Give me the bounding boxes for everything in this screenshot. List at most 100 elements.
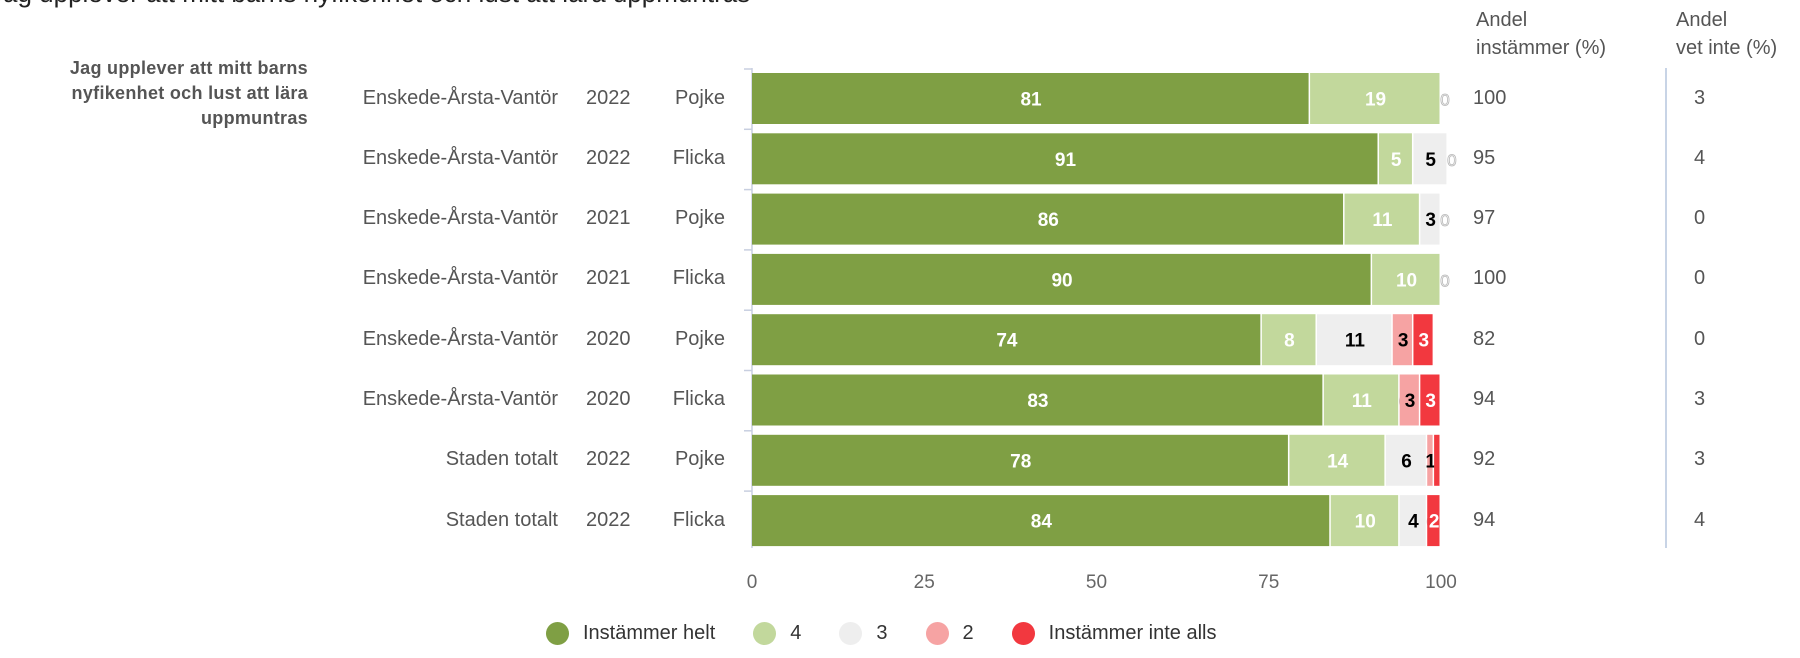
- bar-segment: [1316, 314, 1392, 366]
- data-label: 3: [1418, 331, 1429, 352]
- legend-swatch: [546, 621, 569, 645]
- data-label: 3: [1425, 391, 1436, 412]
- header-andel-instammer-line1: Andel: [1476, 9, 1528, 31]
- data-label: 3: [1425, 210, 1436, 231]
- row-year-label: 2022: [586, 146, 631, 169]
- data-label: 3: [1405, 391, 1416, 412]
- row-area-label: Staden totalt: [445, 508, 558, 531]
- bar-segment: [752, 133, 1378, 185]
- stacked-bar-chart: 8119091550861130901007481133831103378146…: [744, 68, 1667, 593]
- andel-vet-inte-value: 4: [1694, 146, 1706, 169]
- bar-segment: [1261, 314, 1316, 366]
- bar-segment: [1378, 133, 1412, 185]
- legend-item[interactable]: 2: [925, 621, 974, 645]
- data-label: 84: [1031, 512, 1053, 533]
- data-label: 91: [1055, 150, 1077, 171]
- data-label: 10: [1396, 270, 1417, 291]
- row-year-label: 2020: [586, 327, 631, 350]
- bar-segment: [1330, 495, 1399, 547]
- bar-segment: [1385, 434, 1426, 486]
- data-label: 0: [1447, 151, 1456, 170]
- row-area-label: Enskede-Årsta-Vantör: [362, 388, 558, 410]
- row-gender-label: Flicka: [672, 508, 725, 531]
- bar-segment: [752, 253, 1371, 305]
- legend-label: 4: [790, 621, 802, 644]
- andel-instammer-value: 100: [1473, 86, 1507, 109]
- row-gender-label: Pojke: [674, 86, 725, 109]
- legend-swatch: [753, 621, 777, 645]
- data-label: 14: [1327, 451, 1349, 472]
- legend-swatch: [925, 621, 949, 645]
- data-label: 3: [1398, 331, 1409, 352]
- row-year-label: 2021: [586, 267, 631, 290]
- row-gender-label: Flicka: [672, 388, 725, 410]
- legend-label: 3: [876, 621, 888, 644]
- row-gender-label: Pojke: [674, 207, 725, 230]
- data-label: 19: [1365, 90, 1386, 111]
- chart-title: Jag upplever att mitt barns nyfikenhet o…: [0, 0, 750, 9]
- header-andel-instammer-line2: instämmer (%): [1476, 37, 1607, 59]
- bar-segment: [1289, 434, 1385, 486]
- data-label: 81: [1020, 90, 1042, 111]
- data-label: 1: [1425, 451, 1436, 472]
- legend-label: Instämmer inte alls: [1048, 621, 1217, 644]
- legend-label: 2: [962, 621, 974, 644]
- bar-segment: [1399, 495, 1426, 547]
- bar-segment: [752, 374, 1323, 426]
- row-gender-label: Pojke: [674, 327, 725, 350]
- row-area-label: Enskede-Årsta-Vantör: [362, 327, 558, 350]
- bar-segment: [1392, 314, 1412, 366]
- row-year-label: 2021: [586, 207, 631, 230]
- andel-instammer-value: 95: [1473, 146, 1496, 169]
- data-label: 0: [1440, 91, 1449, 110]
- header-andel-vet-inte-line1: Andel: [1676, 9, 1728, 31]
- legend-item[interactable]: Instämmer helt: [546, 621, 715, 645]
- bar-segment: [1344, 193, 1419, 245]
- bar-segment: [1427, 434, 1433, 486]
- data-label: 86: [1038, 210, 1059, 231]
- row-gender-label: Pojke: [674, 448, 725, 471]
- bar-segment: [1427, 495, 1440, 547]
- row-area-label: Enskede-Årsta-Vantör: [362, 146, 558, 169]
- andel-vet-inte-value: 0: [1694, 327, 1706, 350]
- legend-item[interactable]: 4: [753, 621, 802, 645]
- data-label: 10: [1355, 512, 1376, 533]
- data-label: 0: [1440, 271, 1449, 290]
- data-label: 11: [1345, 331, 1366, 352]
- header-andel-instammer: Andel instämmer (%): [1476, 6, 1606, 62]
- data-label: 11: [1372, 210, 1393, 231]
- bar-segment: [1420, 374, 1440, 426]
- row-year-label: 2022: [586, 508, 631, 531]
- legend-item[interactable]: 3: [839, 621, 888, 645]
- row-area-label: Enskede-Årsta-Vantör: [362, 207, 558, 230]
- data-label: 90: [1051, 270, 1072, 291]
- andel-instammer-value: 97: [1473, 207, 1496, 230]
- legend-item[interactable]: Instämmer inte alls: [1011, 621, 1217, 645]
- andel-instammer-value: 82: [1473, 327, 1496, 350]
- data-label: 5: [1425, 150, 1436, 171]
- header-andel-vet-inte-line2: vet inte (%): [1676, 37, 1778, 59]
- andel-vet-inte-value: 3: [1694, 86, 1706, 109]
- row-year-label: 2022: [586, 448, 631, 471]
- andel-vet-inte-value: 3: [1694, 448, 1706, 471]
- x-tick-label: 100: [1425, 572, 1457, 593]
- x-tick-label: 25: [914, 572, 935, 593]
- x-tick-label: 0: [747, 572, 758, 593]
- data-label: 11: [1352, 391, 1373, 412]
- data-label: 74: [996, 331, 1018, 352]
- data-label: 0: [1440, 211, 1449, 230]
- andel-instammer-value: 100: [1473, 267, 1507, 290]
- andel-instammer-value: 94: [1473, 508, 1496, 531]
- row-area-label: Enskede-Årsta-Vantör: [362, 267, 558, 290]
- bar-segment: [1372, 253, 1440, 305]
- data-label: 5: [1391, 150, 1402, 171]
- row-year-label: 2020: [586, 388, 631, 410]
- data-label: 2: [1429, 512, 1440, 533]
- row-area-label: Staden totalt: [445, 448, 558, 471]
- andel-vet-inte-value: 0: [1694, 207, 1706, 230]
- row-gender-label: Flicka: [672, 267, 725, 290]
- bar-segment: [752, 434, 1288, 486]
- row-year-label: 2022: [586, 86, 631, 109]
- legend-swatch: [1011, 621, 1035, 645]
- bar-segment: [752, 314, 1261, 366]
